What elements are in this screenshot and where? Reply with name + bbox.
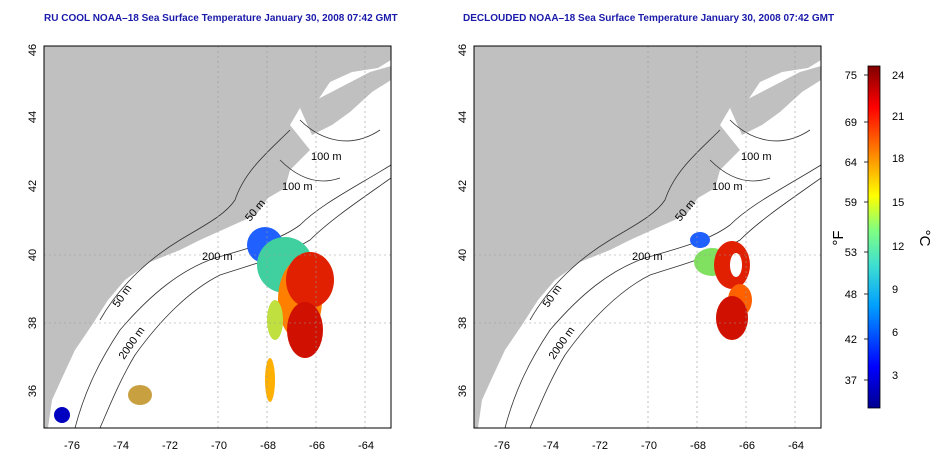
right-y-tick: 40 [457,249,469,261]
left-x-tick: -70 [211,440,227,452]
fahrenheit-label: °F [830,230,847,245]
colorbar-tick-marks [864,74,868,381]
left-y-tick: 40 [27,249,39,261]
right-map-frame [473,45,822,429]
left-land-mass [44,46,391,428]
right-sst-overlay [690,232,752,340]
right-x-tick: -74 [543,440,559,452]
right-graticule [474,46,821,428]
right-nova-scotia [730,66,821,135]
right-contour-label: 200 m [632,251,663,263]
left-x-tick: -66 [309,440,325,452]
right-land-mass [474,46,821,428]
right-contour-100m [709,119,811,182]
left-x-tick: -68 [260,440,276,452]
left-y-tick: 46 [27,44,39,56]
celsius-tick: 3 [892,370,898,382]
fahrenheit-tick: 53 [845,247,857,259]
colorbar: 75 69 64 59 53 48 42 37 24 21 18 15 12 9… [830,65,933,409]
fahrenheit-tick: 48 [845,289,857,301]
left-contour-label: 100 m [311,151,342,163]
fahrenheit-tick: 64 [845,157,857,169]
left-x-tick: -64 [358,440,374,452]
left-x-tick: -72 [162,440,178,452]
celsius-label: °C [916,230,933,247]
right-y-tick: 44 [457,111,469,123]
fahrenheit-tick: 42 [845,334,857,346]
celsius-tick: 24 [892,70,904,82]
fahrenheit-tick: 69 [845,117,857,129]
right-map-panel: 100 m 100 m 50 m 200 m 50 m 2000 m -76 -… [457,44,822,452]
celsius-tick: 21 [892,111,904,123]
right-contour-label: 100 m [741,151,772,163]
fahrenheit-tick: 37 [845,375,857,387]
left-sst-overlay [54,227,334,423]
colorbar-gradient [867,65,881,409]
left-y-tick: 42 [27,180,39,192]
fahrenheit-tick: 59 [845,197,857,209]
celsius-tick: 15 [892,197,904,209]
left-contour-label: 200 m [202,251,233,263]
right-contour-50m [529,129,721,321]
celsius-tick: 12 [892,241,904,253]
right-x-tick: -64 [788,440,804,452]
celsius-tick: 18 [892,153,904,165]
right-contour-2000m [529,177,821,428]
right-y-tick: 46 [457,44,469,56]
left-contour-200m [74,164,391,428]
left-nova-scotia [300,66,391,135]
right-x-tick: -70 [641,440,657,452]
right-y-tick: 36 [457,385,469,397]
celsius-tick: 9 [892,284,898,296]
left-map-title: RU COOL NOAA–18 Sea Surface Temperature … [44,13,398,24]
left-map-panel: 100 m 100 m 50 m 200 m 50 m 2000 m -76 -… [27,44,392,452]
right-contour-label: 100 m [712,181,743,193]
left-contour-2000m [99,177,391,428]
left-graticule [44,46,391,428]
right-y-tick: 42 [457,180,469,192]
left-contour-100m [279,119,381,182]
right-contour-200m [504,164,821,428]
left-y-tick: 36 [27,385,39,397]
fahrenheit-tick: 75 [845,70,857,82]
left-x-tick: -74 [113,440,129,452]
left-contour-label: 100 m [282,181,313,193]
right-x-tick: -68 [690,440,706,452]
right-x-tick: -72 [592,440,608,452]
left-x-tick: -76 [64,440,80,452]
right-y-tick: 38 [457,317,469,329]
left-map-frame [43,45,392,429]
right-map-title: DECLOUDED NOAA–18 Sea Surface Temperatur… [463,13,835,24]
celsius-tick: 6 [892,327,898,339]
right-x-tick: -76 [494,440,510,452]
left-y-tick: 38 [27,317,39,329]
right-x-tick: -66 [739,440,755,452]
left-contour-50m [99,129,291,321]
left-y-tick: 44 [27,111,39,123]
